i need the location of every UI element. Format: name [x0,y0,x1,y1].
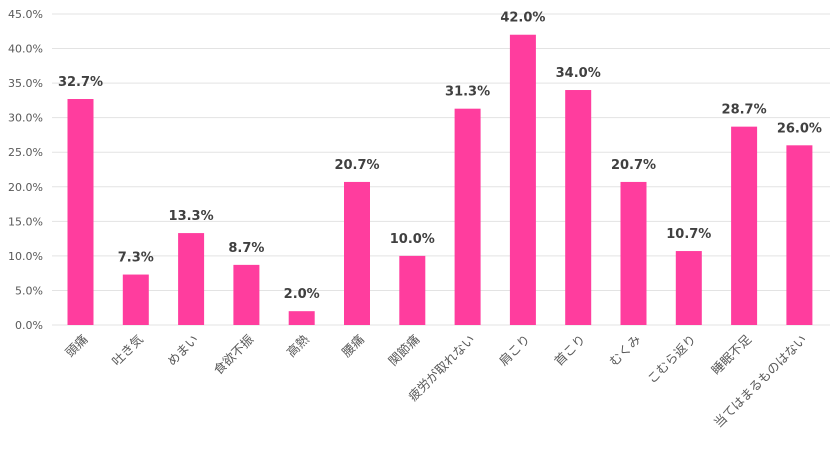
y-axis-ticks: 0.0% 5.0% 10.0% 15.0% 20.0% 25.0% 30.0% 35.0% 40… [8,8,43,332]
category-label: こむら返り [644,332,699,387]
y-tick-label: 30.0% [8,112,43,125]
y-tick-label: 40.0% [8,43,43,56]
data-label: 10.7% [666,227,711,242]
data-label: 8.7% [228,241,264,256]
y-tick-label: 5.0% [15,284,43,297]
data-label: 2.0% [284,287,320,302]
y-tick-label: 35.0% [8,77,43,90]
bar [122,274,149,325]
bars [67,34,813,326]
y-tick-label: 10.0% [8,250,43,263]
bar [399,255,426,325]
y-tick-label: 15.0% [8,215,43,228]
bar [288,311,315,325]
category-label: 首こり [551,332,588,369]
category-label: 頭痛 [62,332,90,360]
bar [675,251,702,325]
data-labels: 32.7% 7.3% 13.3% 8.7% 2.0% 20.7% 10.0% 31.3% 42.… [58,11,822,302]
category-label: 腰痛 [339,332,367,360]
category-label: 高熱 [284,331,313,360]
data-label: 13.3% [169,209,214,224]
bar [786,145,813,325]
category-label: 関節痛 [385,332,422,369]
data-label: 34.0% [556,66,601,81]
data-label: 42.0% [500,11,545,26]
data-label: 20.7% [334,158,379,173]
category-label: めまい [164,332,201,369]
category-label: 睡眠不足 [708,331,754,377]
y-tick-label: 45.0% [8,8,43,21]
data-label: 20.7% [611,158,656,173]
category-label: むくみ [606,332,643,369]
category-label: 肩こり [496,332,533,369]
y-tick-label: 25.0% [8,146,43,159]
category-label: 吐き気 [109,332,146,369]
y-tick-label: 20.0% [8,181,43,194]
bar [344,181,370,325]
bar [233,264,260,325]
data-label: 28.7% [722,103,767,118]
category-label: 食欲不振 [211,331,257,377]
gridlines [52,13,830,326]
data-label: 7.3% [118,251,154,266]
bar [178,233,205,325]
bar [620,181,647,325]
bar [454,108,481,325]
category-label: 当てはまるものはない [711,332,810,431]
data-label: 26.0% [777,121,822,136]
bar [67,99,94,325]
y-tick-label: 0.0% [15,319,43,332]
data-label: 10.0% [390,232,435,247]
data-label: 32.7% [58,75,103,90]
data-label: 31.3% [445,85,490,100]
bar [565,90,592,326]
bar [731,126,758,325]
bar [509,34,536,325]
